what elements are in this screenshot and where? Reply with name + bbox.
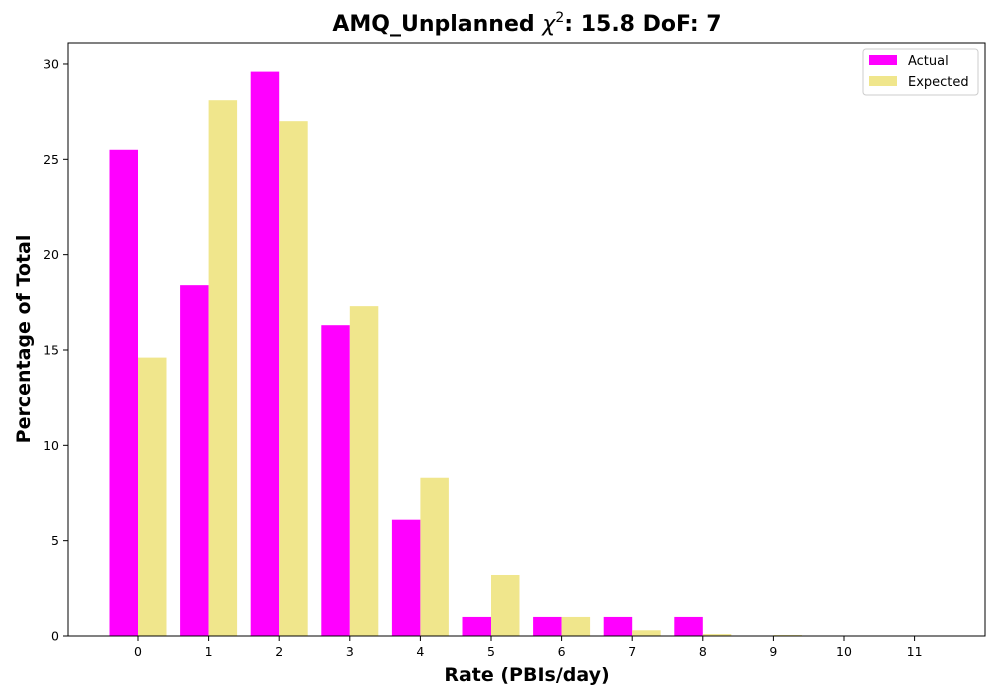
bar-actual-3 <box>321 325 350 636</box>
y-tick-label: 20 <box>43 247 59 262</box>
y-axis-label: Percentage of Total <box>13 235 35 444</box>
x-tick-label: 5 <box>487 644 495 659</box>
bar-actual-5 <box>462 616 491 636</box>
chart-title-prefix: AMQ_Unplanned <box>332 12 542 37</box>
y-tick-label: 5 <box>51 533 59 548</box>
chart-title-superscript: 2 <box>555 10 564 26</box>
axes-frame <box>67 42 986 637</box>
y-axis: 0 5 10 15 20 25 30 <box>43 56 68 644</box>
legend-label-expected: Expected <box>908 75 969 90</box>
bar-expected-0 <box>138 357 167 636</box>
x-tick-label: 6 <box>558 644 566 659</box>
bar-actual-1 <box>180 285 209 636</box>
bar-expected-8 <box>702 634 732 636</box>
x-tick-label: 7 <box>628 644 636 659</box>
bar-expected-5 <box>491 574 520 636</box>
x-axis: 0 1 2 3 4 5 6 7 8 9 10 11 <box>134 636 923 659</box>
x-tick-label: 11 <box>907 644 923 659</box>
legend-swatch-expected <box>869 76 897 86</box>
bar-expected-3 <box>349 306 379 636</box>
x-tick-label: 2 <box>275 644 283 659</box>
bar-expected-6 <box>561 616 591 636</box>
bar-actual-2 <box>250 71 280 636</box>
x-tick-label: 9 <box>769 644 777 659</box>
x-tick-label: 1 <box>205 644 213 659</box>
bar-actual-6 <box>533 616 562 636</box>
bar-expected-7 <box>632 630 661 636</box>
y-tick-label: 30 <box>43 56 59 71</box>
bar-expected-4 <box>420 477 449 636</box>
legend-swatch-actual <box>869 55 897 65</box>
legend-label-actual: Actual <box>908 54 949 69</box>
bar-actual-8 <box>674 616 703 636</box>
chart-title-suffix: : 15.8 DoF: 7 <box>564 12 721 37</box>
bar-expected-2 <box>279 121 308 636</box>
y-tick-label: 15 <box>43 342 59 357</box>
bar-actual-0 <box>109 149 138 636</box>
legend: Actual Expected <box>862 48 979 96</box>
y-tick-label: 10 <box>43 438 59 453</box>
x-tick-label: 8 <box>699 644 707 659</box>
plot-area <box>109 71 802 636</box>
x-tick-label: 4 <box>416 644 424 659</box>
chart-title-chi: χ <box>541 12 556 37</box>
bar-actual-4 <box>391 519 421 636</box>
x-tick-label: 10 <box>836 644 852 659</box>
y-tick-label: 0 <box>51 629 59 644</box>
x-tick-label: 3 <box>346 644 354 659</box>
x-axis-label: Rate (PBIs/day) <box>444 664 609 686</box>
bar-expected-1 <box>208 100 238 636</box>
y-tick-label: 25 <box>43 152 59 167</box>
x-tick-label: 0 <box>134 644 142 659</box>
bar-actual-7 <box>603 616 633 636</box>
chart-title: AMQ_Unplanned χ2: 15.8 DoF: 7 <box>332 10 721 37</box>
